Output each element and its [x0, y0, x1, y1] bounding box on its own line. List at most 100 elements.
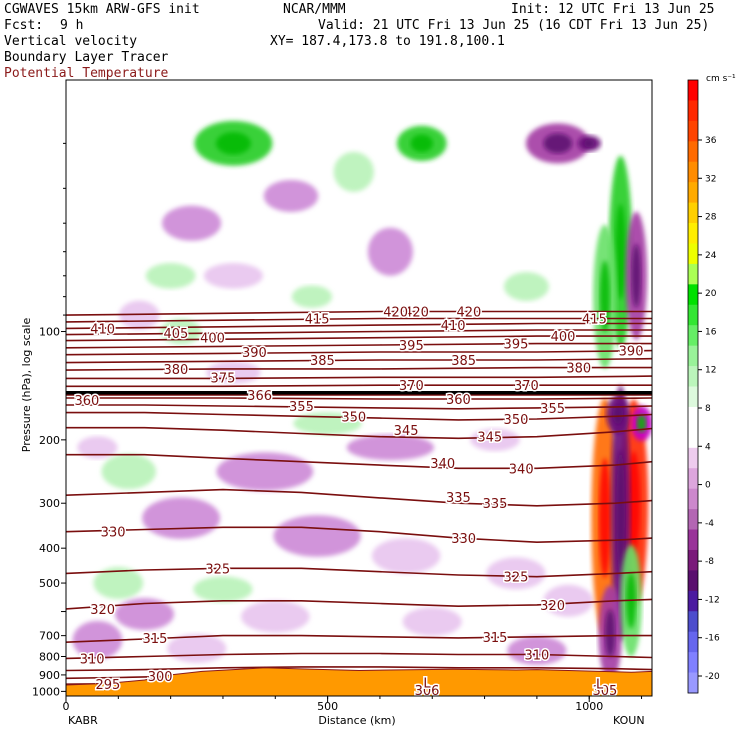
- vertical-velocity-shading: [72, 120, 652, 682]
- colorbar-swatch: [688, 406, 698, 428]
- colorbar-tick-label: 4: [705, 442, 711, 452]
- colorbar-tick-label: -16: [705, 634, 720, 644]
- theta-contour-310: [66, 652, 652, 660]
- colorbar-tick-label: 32: [705, 174, 716, 184]
- theta-label: 295: [95, 678, 120, 693]
- colorbar-swatch: [688, 366, 698, 387]
- w-region: [160, 318, 202, 345]
- theta-label: 330: [101, 526, 126, 541]
- w-region: [507, 636, 567, 665]
- y-tick-label: 400: [39, 542, 60, 555]
- theta-label: 345: [477, 431, 502, 446]
- theta-label: 355: [540, 402, 565, 417]
- colorbar-tick-label: 8: [705, 404, 711, 414]
- theta-label: 340: [509, 462, 534, 477]
- w-core: [615, 203, 626, 300]
- colorbar-swatch: [688, 243, 698, 265]
- theta-label: 355: [289, 400, 314, 415]
- theta-label: L: [423, 677, 431, 692]
- theta-contour-360: [66, 397, 652, 400]
- theta-label: 325: [504, 571, 529, 586]
- left-endpoint-label: KABR: [68, 714, 98, 727]
- w-region: [77, 436, 118, 459]
- theta-contour-410: [66, 322, 652, 330]
- y-tick-label: 700: [39, 630, 60, 643]
- w-core: [543, 133, 573, 154]
- colorbar-tick-label: 0: [705, 481, 711, 491]
- w-core: [612, 404, 624, 425]
- theta-contour-395: [66, 342, 652, 349]
- theta-label: 360: [446, 393, 471, 408]
- w-region: [470, 428, 520, 452]
- theta-contour-400: [66, 335, 652, 342]
- theta-label: 385: [451, 354, 476, 369]
- theta-label: 410: [441, 319, 466, 334]
- colorbar-swatch: [688, 263, 698, 285]
- theta-label: 370: [399, 379, 424, 394]
- colorbar-tick-label: 20: [705, 289, 717, 299]
- colorbar-tick-label: 16: [705, 327, 717, 337]
- theta-contour-405: [66, 329, 652, 336]
- theta-label: 395: [399, 339, 424, 354]
- theta-contour-350: [66, 411, 652, 421]
- theta-label: 395: [504, 338, 529, 353]
- theta-contour-370: [66, 384, 652, 388]
- colorbar-tick-label: 24: [705, 251, 717, 261]
- colorbar-swatch: [688, 80, 698, 101]
- colorbar-swatch: [688, 549, 698, 571]
- theta-label: 310: [80, 652, 105, 667]
- field-vertical-velocity: Vertical velocity: [4, 34, 138, 49]
- w-region: [367, 227, 413, 276]
- w-core: [410, 134, 433, 153]
- colorbar-swatch: [688, 590, 698, 612]
- theta-label: 385: [310, 354, 335, 369]
- plot-frame: [65, 79, 653, 697]
- theta-contour-325: [66, 567, 652, 578]
- w-region: [503, 272, 549, 301]
- w-core: [616, 449, 626, 578]
- w-region: [486, 557, 546, 590]
- colorbar-swatch: [688, 386, 698, 408]
- w-region: [114, 598, 175, 631]
- y-axis-label: Pressure (hPa), log scale: [20, 318, 33, 453]
- theta-label: 330: [451, 532, 476, 547]
- y-tick-label: 800: [39, 651, 60, 664]
- colorbar-unit: cm s⁻¹: [706, 74, 736, 84]
- colorbar-swatch: [688, 202, 698, 224]
- colorbar-tick-label: 12: [705, 366, 716, 376]
- colorbar-swatch: [688, 529, 698, 551]
- theta-label: 366: [247, 389, 272, 404]
- theta-label: 420: [383, 306, 408, 321]
- colorbar-frame: [687, 79, 699, 694]
- colorbar-swatch: [688, 120, 698, 142]
- w-region: [216, 452, 314, 491]
- colorbar-swatch: [688, 345, 698, 367]
- theta-label: 306: [415, 684, 440, 699]
- theta-contour-320: [66, 598, 652, 610]
- w-core: [627, 451, 641, 556]
- theta-label: 415: [582, 312, 607, 327]
- theta-label: 310: [524, 649, 549, 664]
- theta-contour-420: [66, 310, 652, 316]
- colorbar-swatch: [688, 161, 698, 183]
- theta-label: 350: [504, 413, 529, 428]
- theta-contour-355: [66, 404, 652, 410]
- w-region: [72, 620, 123, 660]
- theta-label: 390: [242, 346, 267, 361]
- colorbar-swatch: [688, 631, 698, 653]
- colorbar-swatch: [688, 284, 698, 306]
- theta-label: 345: [394, 424, 419, 439]
- theta-label: 370: [514, 379, 539, 394]
- theta-label: 340: [430, 457, 455, 472]
- y-tick-label: 900: [39, 669, 60, 682]
- theta-contour-415: [66, 317, 652, 323]
- theta-label: 380: [163, 363, 188, 378]
- right-endpoint-label: KOUN: [613, 714, 645, 727]
- theta-contour-340: [66, 453, 652, 470]
- w-region: [333, 151, 374, 192]
- theta-contour-305: [66, 666, 652, 672]
- w-region: [402, 607, 462, 637]
